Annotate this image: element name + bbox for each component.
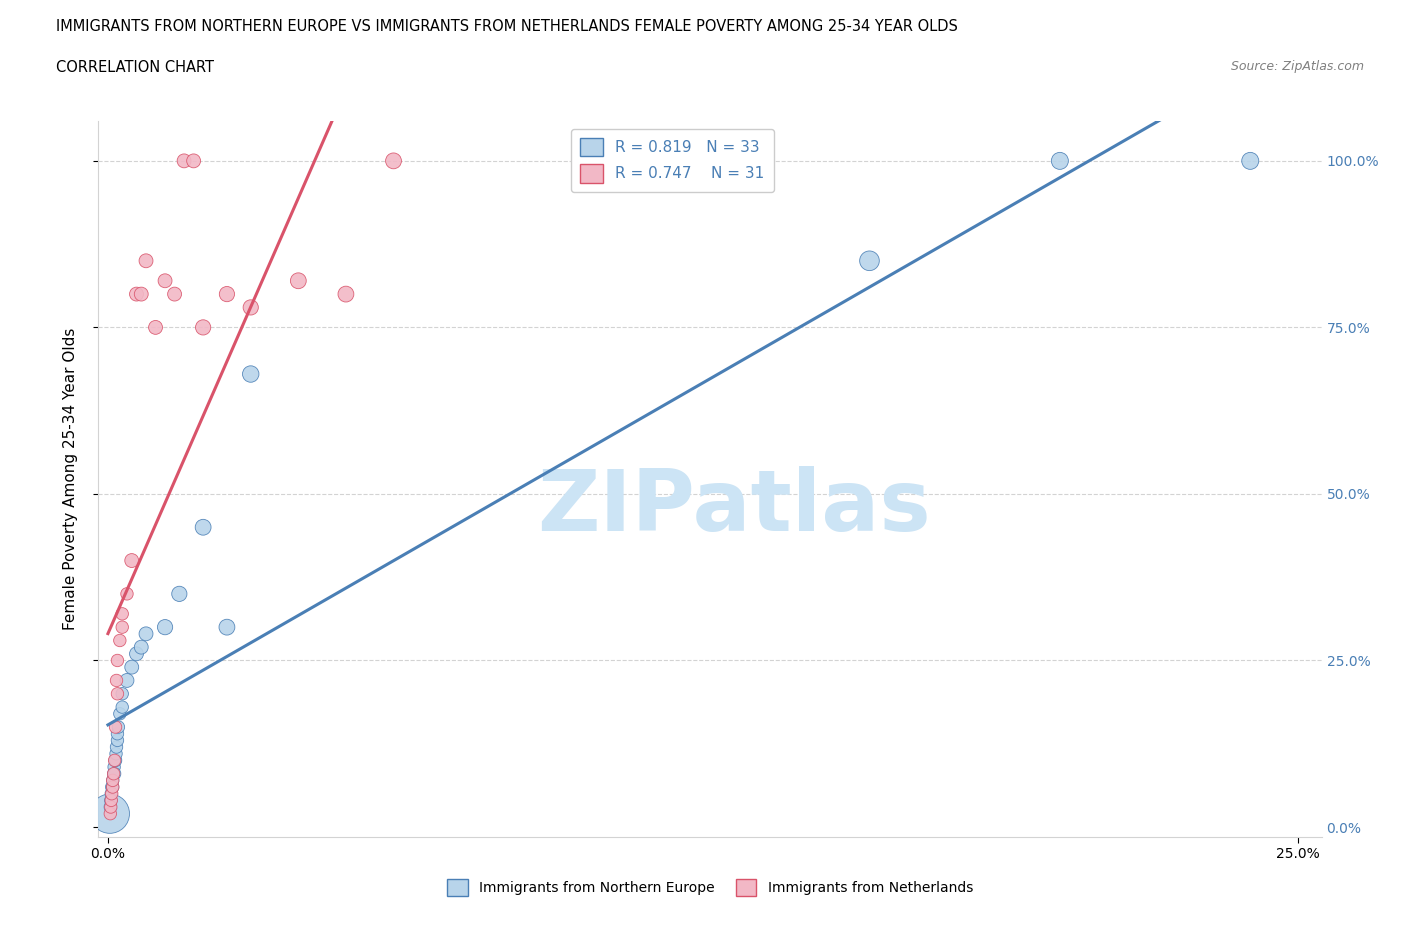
Point xyxy=(100,793,122,808)
Point xyxy=(191,320,214,335)
Point xyxy=(191,520,214,535)
Text: CORRELATION CHART: CORRELATION CHART xyxy=(56,60,214,75)
Point xyxy=(98,806,121,821)
Point xyxy=(135,627,157,642)
Text: ZIPatlas: ZIPatlas xyxy=(537,466,931,549)
Point xyxy=(105,673,128,688)
Point xyxy=(145,320,167,335)
Point xyxy=(115,673,138,688)
Point xyxy=(335,286,357,301)
Y-axis label: Female Poverty Among 25-34 Year Olds: Female Poverty Among 25-34 Year Olds xyxy=(63,327,77,631)
Point xyxy=(858,253,880,268)
Point xyxy=(100,786,122,801)
Point xyxy=(101,779,124,794)
Point xyxy=(1239,153,1261,168)
Point xyxy=(239,366,262,381)
Point xyxy=(153,619,176,634)
Point xyxy=(121,659,143,674)
Point xyxy=(111,619,134,634)
Point xyxy=(111,686,134,701)
Point xyxy=(107,720,129,735)
Point xyxy=(100,800,122,815)
Point xyxy=(101,779,124,794)
Point xyxy=(101,773,124,788)
Point xyxy=(183,153,205,168)
Point xyxy=(239,300,262,315)
Point xyxy=(287,273,309,288)
Text: Source: ZipAtlas.com: Source: ZipAtlas.com xyxy=(1230,60,1364,73)
Point xyxy=(103,766,125,781)
Point xyxy=(104,753,127,768)
Legend: Immigrants from Northern Europe, Immigrants from Netherlands: Immigrants from Northern Europe, Immigra… xyxy=(441,873,979,902)
Point xyxy=(163,286,186,301)
Point xyxy=(125,286,148,301)
Point xyxy=(108,633,131,648)
Point xyxy=(111,699,134,714)
Point xyxy=(104,753,127,768)
Point xyxy=(173,153,195,168)
Point xyxy=(1049,153,1071,168)
Point xyxy=(105,739,128,754)
Point xyxy=(104,720,127,735)
Point xyxy=(121,553,143,568)
Point xyxy=(104,753,127,768)
Point xyxy=(101,773,124,788)
Point xyxy=(98,806,121,821)
Point xyxy=(107,653,129,668)
Point xyxy=(98,800,121,815)
Point xyxy=(103,760,125,775)
Point xyxy=(125,646,148,661)
Point xyxy=(103,766,125,781)
Point xyxy=(382,153,405,168)
Point xyxy=(215,286,238,301)
Point xyxy=(135,253,157,268)
Point xyxy=(104,766,127,781)
Point xyxy=(100,786,122,801)
Point xyxy=(129,286,152,301)
Point xyxy=(108,706,131,721)
Point xyxy=(105,746,128,761)
Point xyxy=(107,733,129,748)
Text: IMMIGRANTS FROM NORTHERN EUROPE VS IMMIGRANTS FROM NETHERLANDS FEMALE POVERTY AM: IMMIGRANTS FROM NORTHERN EUROPE VS IMMIG… xyxy=(56,19,957,33)
Point xyxy=(169,587,191,602)
Point xyxy=(153,273,176,288)
Point xyxy=(115,587,138,602)
Point xyxy=(100,793,122,808)
Point xyxy=(100,779,122,794)
Point xyxy=(107,726,129,741)
Point xyxy=(215,619,238,634)
Point xyxy=(111,606,134,621)
Point xyxy=(129,640,152,655)
Point xyxy=(107,686,129,701)
